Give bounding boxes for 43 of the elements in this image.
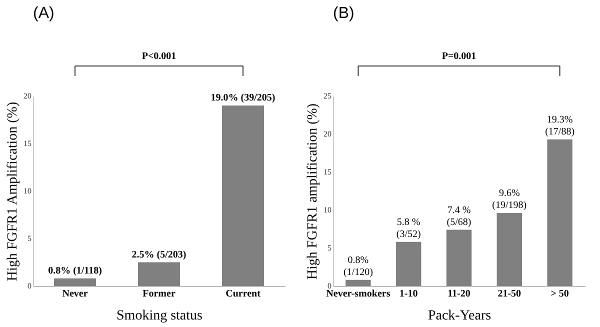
y-tick-label: 20 (24, 92, 32, 100)
x-tick-label: 1-10 (399, 288, 418, 300)
y-axis-title: High FGFR1 Amplification (%) (6, 102, 20, 282)
chart-title: (A) (33, 5, 54, 22)
y-tick-label: 0 (28, 282, 32, 290)
y-tick-label: 15 (24, 139, 32, 148)
bar (396, 242, 422, 286)
bar (547, 139, 572, 286)
x-tick-label: 21-50 (498, 288, 522, 300)
y-axis-title: High FGFR1 amplification (%) (306, 103, 320, 280)
bar (446, 230, 472, 286)
text: P=0.001 (442, 51, 476, 62)
data-label: 5.8 % (3/52) (396, 216, 421, 240)
x-tick-label: Current (226, 288, 262, 300)
y-tick-label: 5 (28, 234, 32, 243)
x-tick-label: Never-smokers (326, 288, 390, 300)
x-tick-label: Former (142, 288, 176, 300)
data-label: 7.4 % (5/68) (446, 204, 472, 228)
data-label: 19.0% (39/205) (210, 92, 276, 104)
bar (138, 262, 180, 286)
chart-title: (B) (333, 5, 354, 22)
x-axis-title: Pack-Years (428, 308, 492, 324)
y-tick-label: 15 (324, 168, 332, 176)
x-tick-label: > 50 (550, 288, 569, 300)
y-tick-label: 10 (24, 186, 32, 196)
y-tick-label: 10 (324, 206, 332, 214)
data-label: 19.3% (17/88) (545, 114, 575, 138)
x-axis-title: Smoking status (116, 308, 202, 324)
data-label: 0.8% (1/118) (48, 265, 102, 276)
y-tick-label: 5 (328, 244, 332, 252)
data-label: 9.6% (19/198) (492, 188, 527, 212)
bar (496, 213, 522, 286)
text: P<0.001 (142, 51, 176, 62)
data-label: 2.5% (5/203) (132, 249, 186, 260)
x-tick-label: Never (62, 288, 88, 300)
bar (346, 280, 371, 286)
y-tick-label: 20 (324, 130, 332, 138)
data-label: 0.8% (1/120) (343, 254, 373, 278)
x-tick-label: 11-20 (448, 288, 470, 300)
y-tick-label: 0 (328, 282, 332, 290)
bar (222, 106, 264, 286)
bar (54, 278, 96, 286)
y-tick-label: 25 (324, 92, 332, 100)
